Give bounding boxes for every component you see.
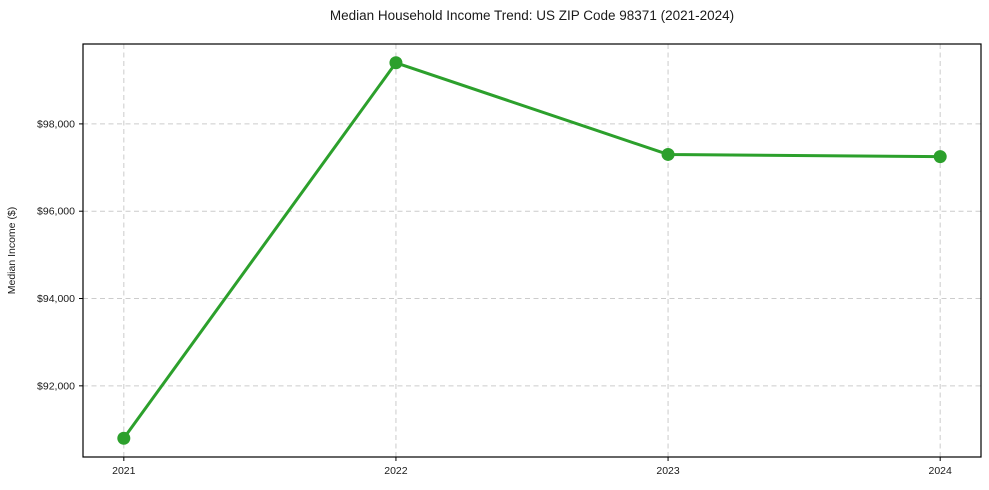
trend-line [122, 61, 942, 440]
y-axis-label: Median Income ($) [6, 207, 18, 295]
y-tick-label: $92,000 [37, 380, 75, 392]
data-point-marker [661, 147, 675, 161]
y-tick-label: $98,000 [37, 118, 75, 130]
plot-border [82, 43, 982, 458]
x-tick-label: 2024 [929, 465, 953, 477]
y-tick-label: $94,000 [37, 293, 75, 305]
chart-title: Median Household Income Trend: US ZIP Co… [329, 8, 735, 23]
data-point-marker [117, 431, 131, 445]
data-point-marker [933, 150, 947, 164]
x-tick-label: 2023 [656, 465, 680, 477]
y-tick-label: $96,000 [37, 206, 75, 218]
data-point-marker [389, 56, 403, 70]
x-tick-label: 2021 [112, 465, 136, 477]
x-tick-label: 2022 [384, 465, 408, 477]
